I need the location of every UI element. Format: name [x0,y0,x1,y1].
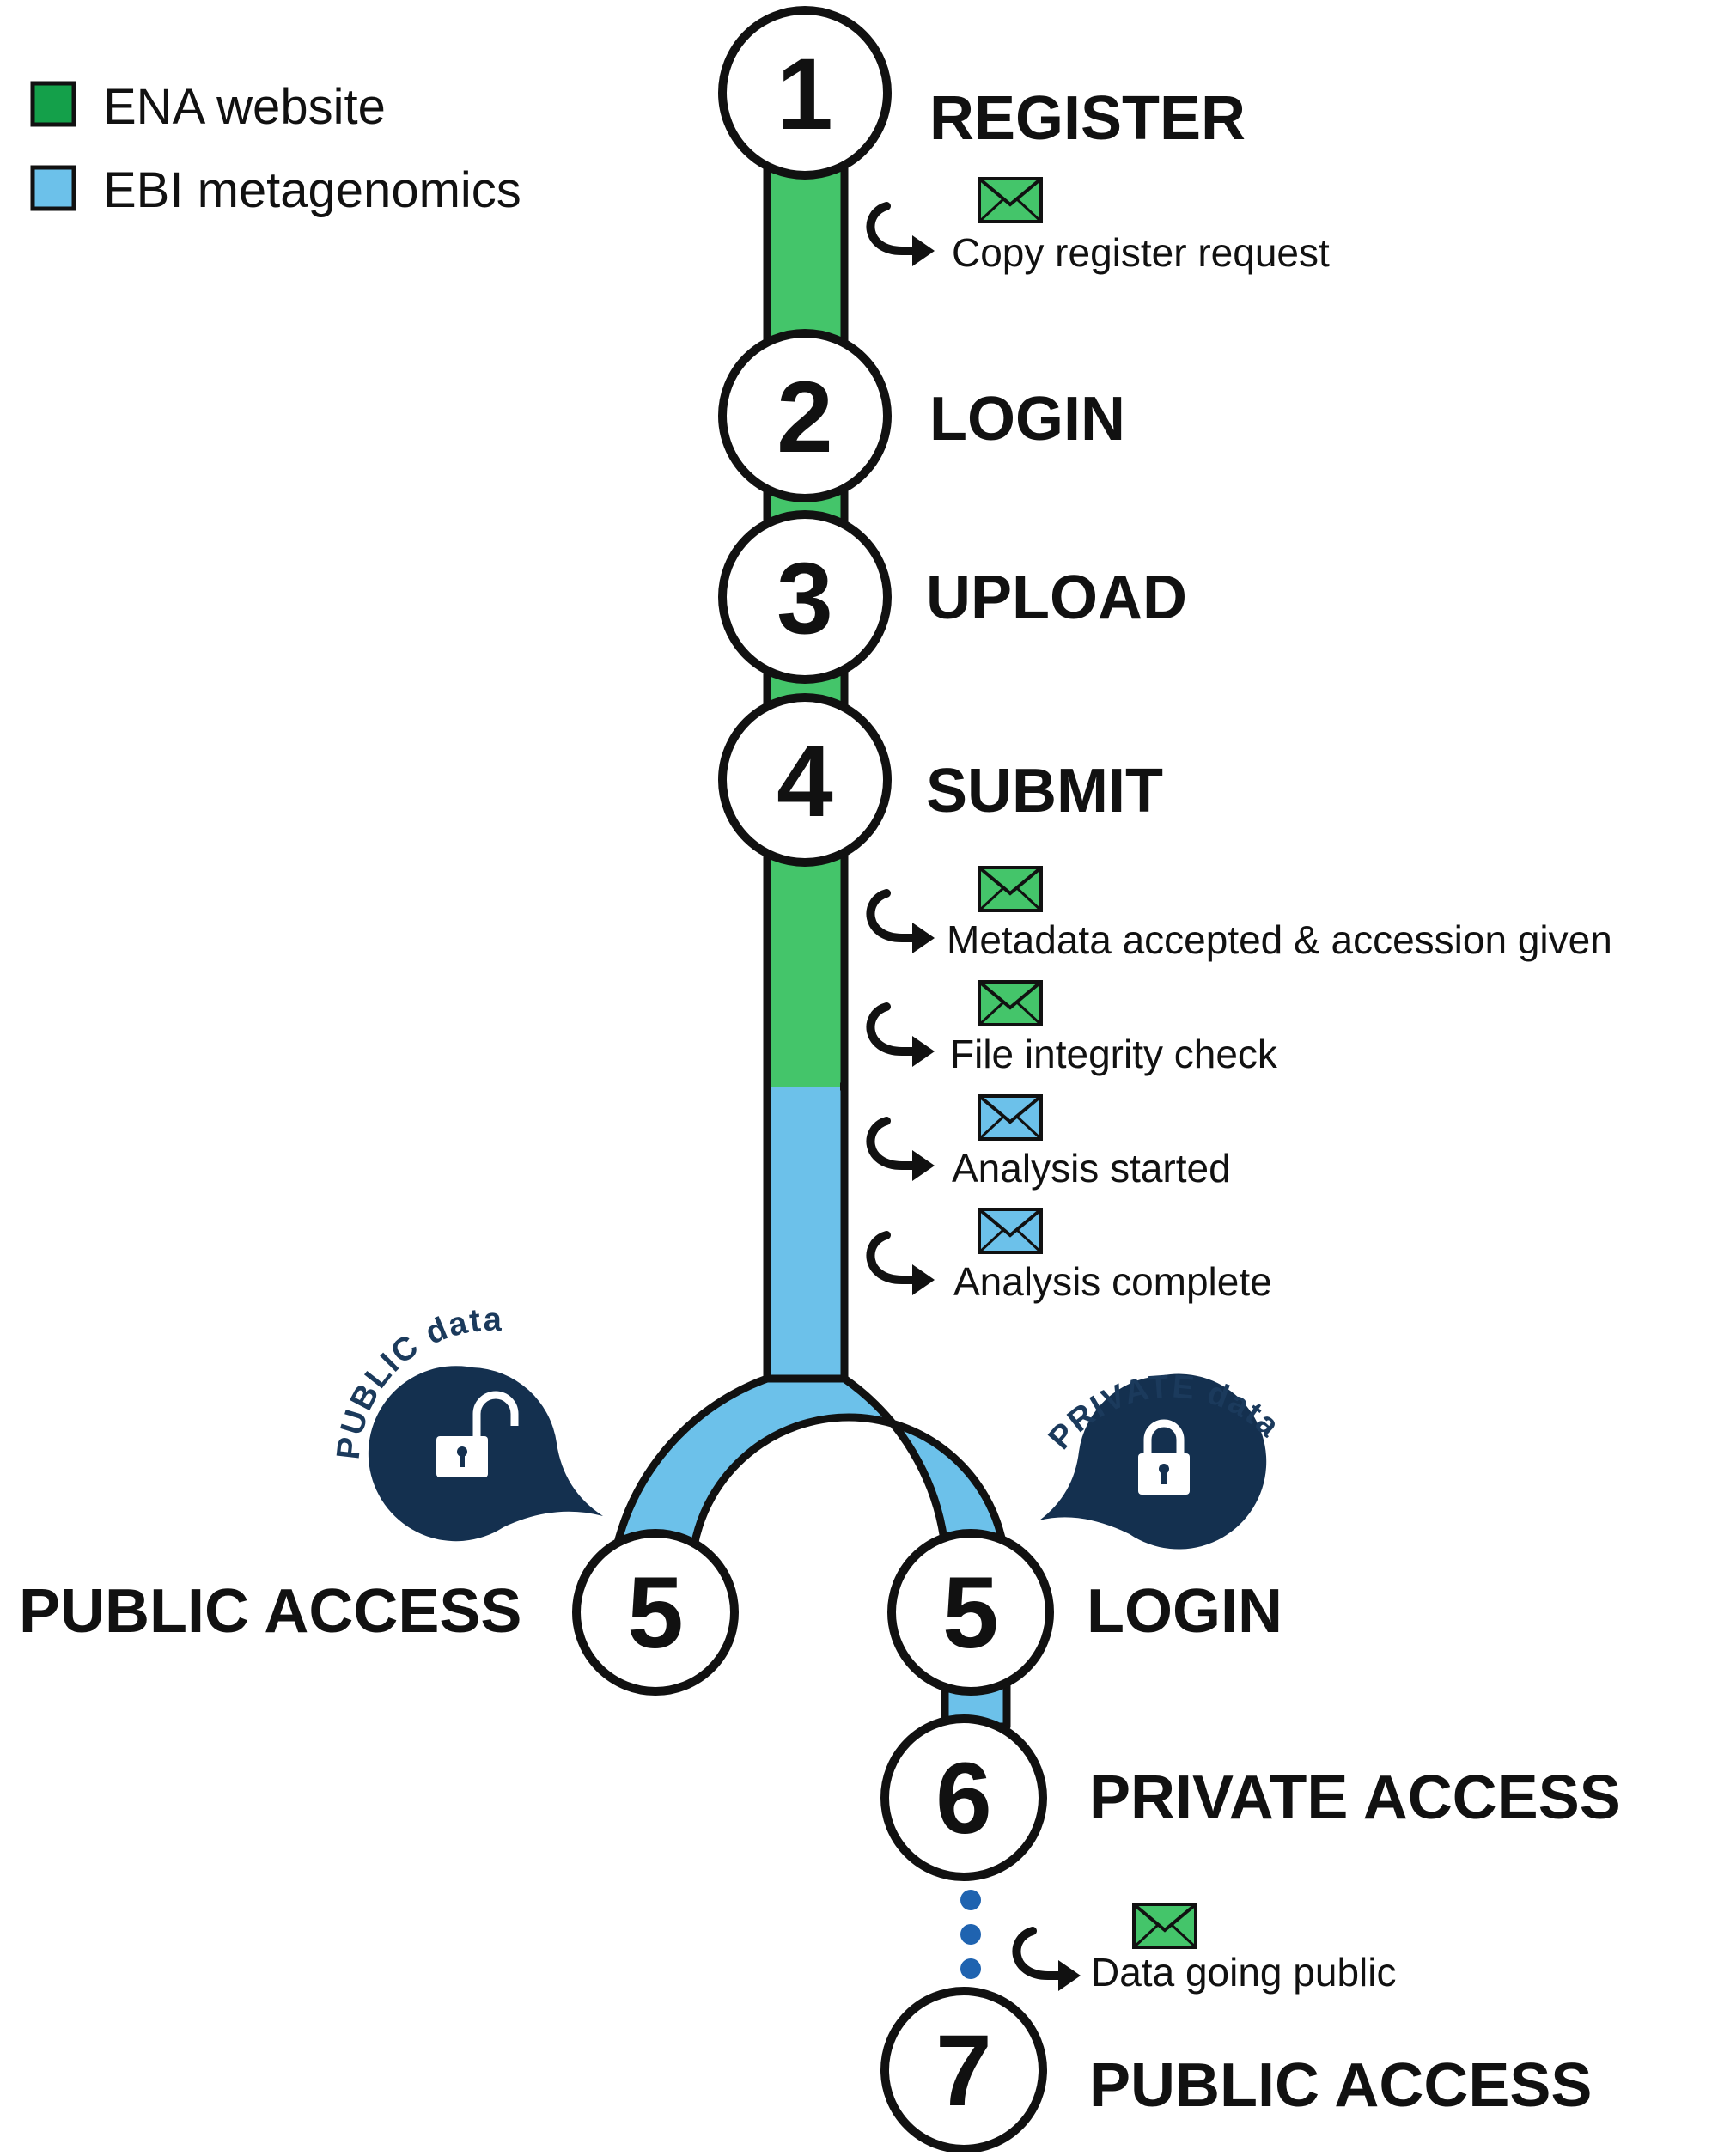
step-2: 2 LOGIN [718,329,1125,502]
step-1: 1 REGISTER [718,6,1246,180]
branch-pipe [612,1339,1011,1731]
notification-label: File integrity check [950,1032,1278,1076]
hook-arrow-icon [870,1121,935,1181]
notification-label: Data going public [1091,1950,1396,1995]
legend-item-ebi: EBI metagenomics [30,162,521,218]
step-1-number: 1 [777,38,833,151]
notification-file-integrity: File integrity check [870,980,1278,1076]
step-1-label: REGISTER [929,84,1246,153]
dotted-connector [960,1890,981,1979]
step-6-circle [880,1714,1047,1881]
step-4-number: 4 [777,725,833,838]
step-3-label: UPLOAD [926,563,1187,632]
step-5-public-circle [572,1529,739,1696]
notification-metadata-accepted: Metadata accepted & accession given [870,866,1612,962]
step-3-circle [718,510,892,684]
step-7-number: 7 [935,2014,992,2128]
step-4-circle [718,693,892,867]
legend-label-ena: ENA website [103,79,386,135]
legend: ENA website EBI metagenomics [30,79,521,218]
notification-label: Analysis started [952,1146,1231,1191]
notification-label: Analysis complete [953,1259,1272,1304]
legend-label-ebi: EBI metagenomics [103,162,521,218]
step-5-public-number: 5 [627,1556,684,1670]
step-3: 3 UPLOAD [718,510,1187,684]
step-7-circle [880,1987,1047,2153]
legend-swatch-ebi [30,165,76,211]
envelope-icon [978,1094,1043,1141]
step-5-login-number: 5 [942,1556,999,1670]
step-4: 4 SUBMIT [718,693,1163,867]
step-5-login-circle [887,1529,1054,1696]
step-6-label: PRIVATE ACCESS [1089,1763,1621,1832]
envelope-icon [978,980,1043,1026]
notification-data-going-public: Data going public [1016,1903,1396,1995]
unlocked-padlock-icon [436,1391,519,1477]
step-4-label: SUBMIT [926,757,1163,825]
private-data-badge: PRIVATE data [1039,1368,1286,1550]
hook-arrow-icon [1016,1931,1081,1991]
notification-label: Copy register request [952,230,1330,275]
hook-arrow-icon [870,1007,935,1067]
trunk-ebi-segment [763,1082,849,1383]
step-7-label: PUBLIC ACCESS [1089,2051,1592,2120]
envelope-icon [978,866,1043,912]
envelope-icon [1132,1903,1197,1949]
step-5-public: 5 PUBLIC ACCESS [19,1529,739,1696]
notification-label: Metadata accepted & accession given [947,917,1612,962]
notification-analysis-complete: Analysis complete [870,1208,1272,1304]
step-5-login: 5 LOGIN [887,1529,1282,1696]
public-data-badge: PUBLIC data [331,1302,603,1542]
step-3-number: 3 [777,542,833,655]
hook-arrow-icon [870,1235,935,1295]
step-7: 7 PUBLIC ACCESS [880,1987,1592,2153]
legend-swatch-ena [30,81,76,127]
step-5-public-label: PUBLIC ACCESS [19,1577,521,1646]
step-2-circle [718,329,892,502]
step-5-login-label: LOGIN [1087,1577,1282,1646]
legend-item-ena: ENA website [30,79,386,135]
locked-padlock-icon [1138,1419,1190,1495]
step-6: 6 PRIVATE ACCESS [880,1714,1621,1881]
envelope-icon [978,177,1043,223]
step-2-label: LOGIN [929,385,1125,454]
envelope-icon [978,1208,1043,1254]
step-6-number: 6 [935,1742,992,1855]
notification-copy-register-request: Copy register request [870,177,1330,275]
trunk-seam-cover-ena [771,1078,840,1087]
hook-arrow-icon [870,893,935,953]
notification-analysis-started: Analysis started [870,1094,1231,1191]
step-1-circle [718,6,892,180]
hook-arrow-icon [870,206,935,266]
step-2-number: 2 [777,361,833,474]
